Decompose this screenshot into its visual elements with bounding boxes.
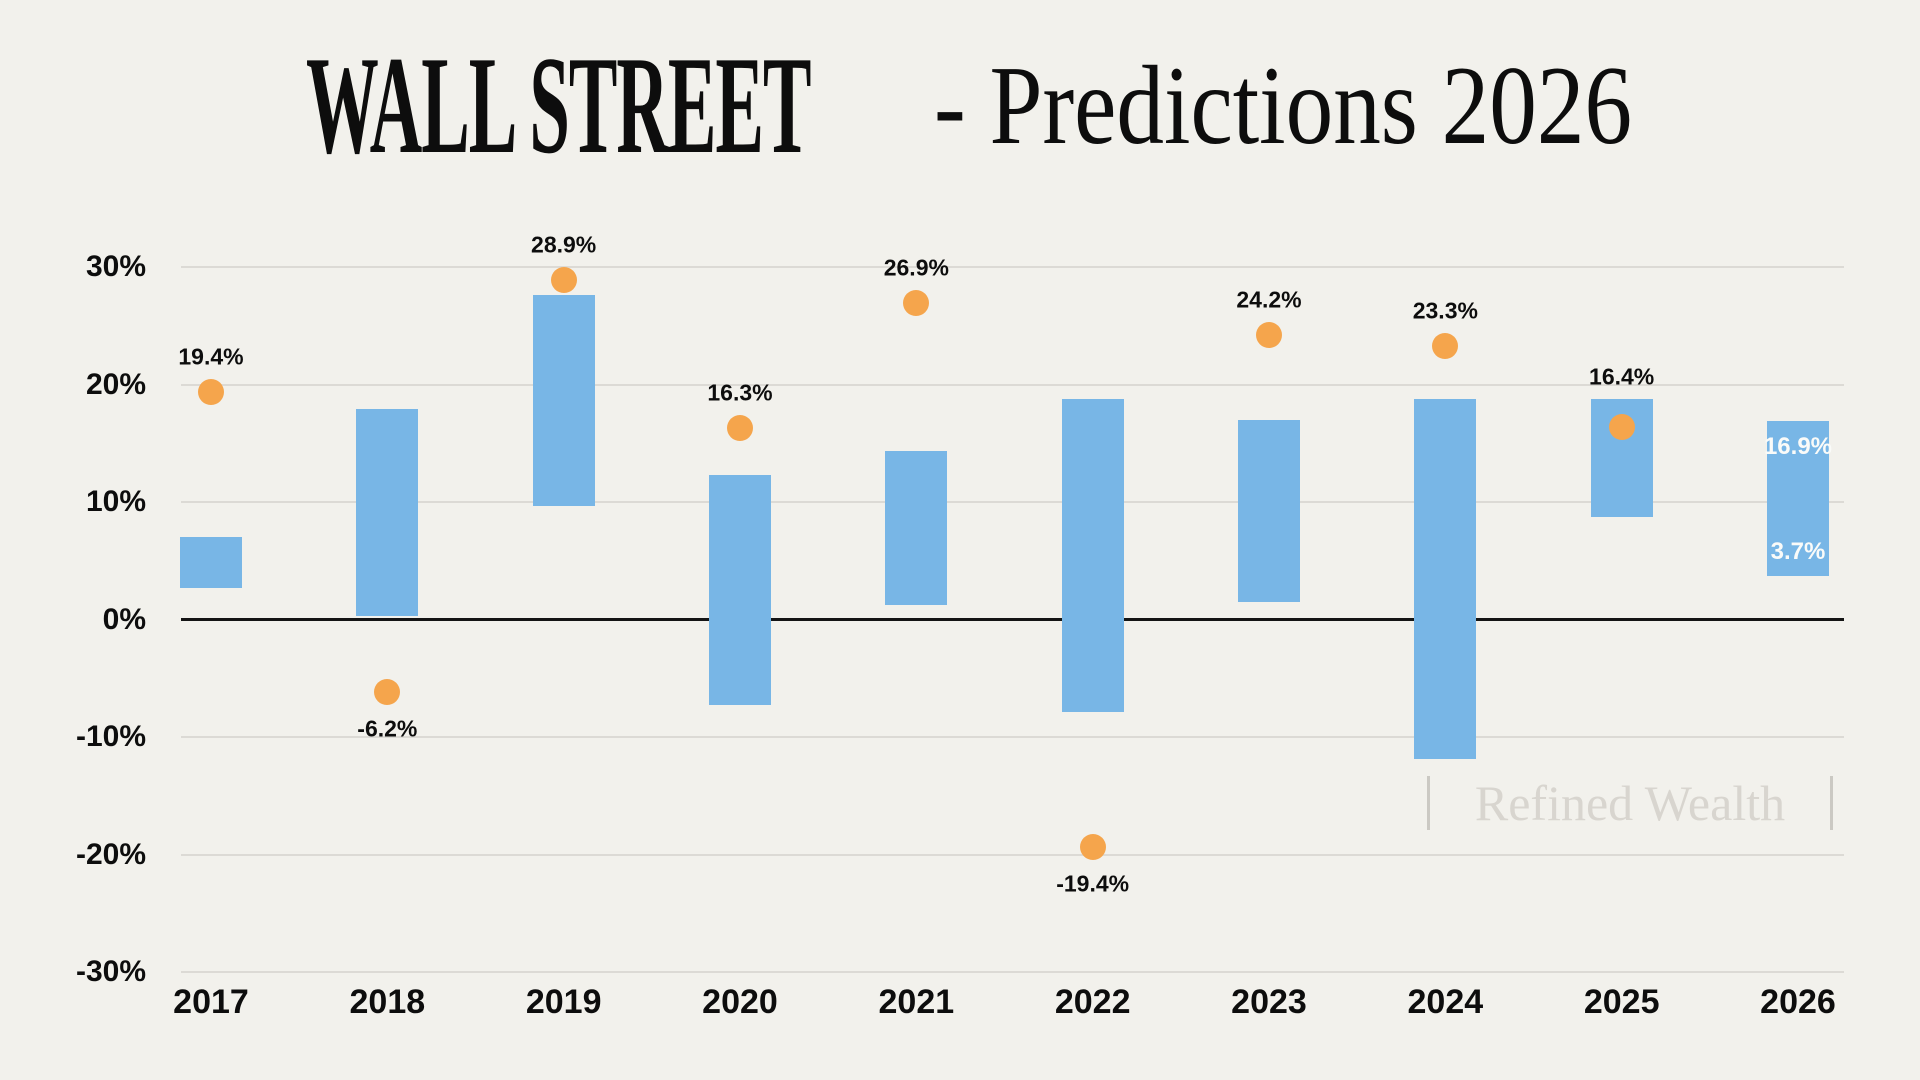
dot-label-2018: -6.2% <box>357 715 418 742</box>
gridline--20 <box>181 853 1844 856</box>
watermark-right-bar <box>1829 776 1833 830</box>
title-suffix: - Predictions 2026 <box>934 44 1633 168</box>
actual-dot-2019 <box>550 266 577 293</box>
ytick-20: 20% <box>85 367 146 401</box>
dot-label-2024: 23.3% <box>1412 297 1478 324</box>
prediction-bar-2024 <box>1414 398 1477 760</box>
prediction-bar-2020 <box>708 474 771 706</box>
actual-dot-2023 <box>1255 322 1282 349</box>
dot-label-2017: 19.4% <box>178 343 244 370</box>
ytick--10: -10% <box>75 720 146 753</box>
zero-line <box>181 618 1844 621</box>
gridline--10 <box>181 736 1844 738</box>
actual-dot-2021 <box>903 290 930 317</box>
prediction-bar-2023 <box>1237 419 1300 602</box>
prediction-bar-2021 <box>885 451 948 606</box>
actual-dot-2025 <box>1608 413 1635 440</box>
gridline--30 <box>181 971 1844 973</box>
gridline-20 <box>181 383 1844 386</box>
prediction-bar-2022 <box>1061 398 1124 713</box>
year-label-2026: 2026 <box>1760 983 1836 1021</box>
dot-label-2020: 16.3% <box>707 379 773 406</box>
year-label-2025: 2025 <box>1583 983 1660 1021</box>
x-axis-labels: 2017 2018 2019 2020 2021 2022 2023 2024 2025 2026 <box>173 983 1844 1023</box>
prediction-bar-2017 <box>180 537 242 588</box>
watermark-left-bar <box>1427 776 1430 830</box>
actual-dot-2022 <box>1079 834 1106 861</box>
bar-inline-label-high: 16.9% <box>1763 432 1833 460</box>
year-label-2018: 2018 <box>349 983 426 1021</box>
y-axis-labels: 30% 20% 10% 0% -10% -20% -30% <box>0 250 146 988</box>
dot-label-2023: 24.2% <box>1236 286 1302 313</box>
dot-label-2021: 26.9% <box>883 254 949 281</box>
title-brand: WALL STREET <box>306 28 811 183</box>
gridline-30 <box>181 266 1844 268</box>
year-label-2022: 2022 <box>1054 983 1131 1021</box>
year-label-2019: 2019 <box>525 983 602 1021</box>
prediction-bar-2018 <box>356 409 419 616</box>
ytick--20: -20% <box>75 837 146 871</box>
year-label-2017: 2017 <box>173 983 249 1021</box>
dot-label-2019: 28.9% <box>531 231 597 258</box>
year-label-2023: 2023 <box>1231 983 1307 1021</box>
actual-dot-2018 <box>374 679 401 706</box>
prediction-bar-2026 <box>1766 420 1829 577</box>
dot-label-2022: -19.4% <box>1056 870 1130 897</box>
ytick-0: 0% <box>102 602 146 636</box>
prediction-bar-2019 <box>532 295 595 506</box>
year-label-2021: 2021 <box>878 983 955 1021</box>
dot-label-2025: 16.4% <box>1589 363 1655 390</box>
actual-dot-2017 <box>198 378 224 405</box>
year-label-2024: 2024 <box>1407 983 1484 1021</box>
ytick-10: 10% <box>85 485 146 518</box>
actual-dot-2020 <box>726 414 753 441</box>
actual-dot-2024 <box>1432 332 1459 359</box>
ytick--30: -30% <box>75 955 146 988</box>
watermark: Refined Wealth <box>1427 774 1833 832</box>
watermark-text: Refined Wealth <box>1474 775 1786 831</box>
year-label-2020: 2020 <box>702 983 778 1021</box>
gridline-10 <box>181 501 1844 503</box>
bar-inline-label-low: 3.7% <box>1770 538 1826 566</box>
chart-plot-area: 19.4% -6.2% 28.9% 16.3% 26.9% -19.4% 24.2% 23.3… <box>178 231 1844 973</box>
ytick-30: 30% <box>85 250 146 283</box>
